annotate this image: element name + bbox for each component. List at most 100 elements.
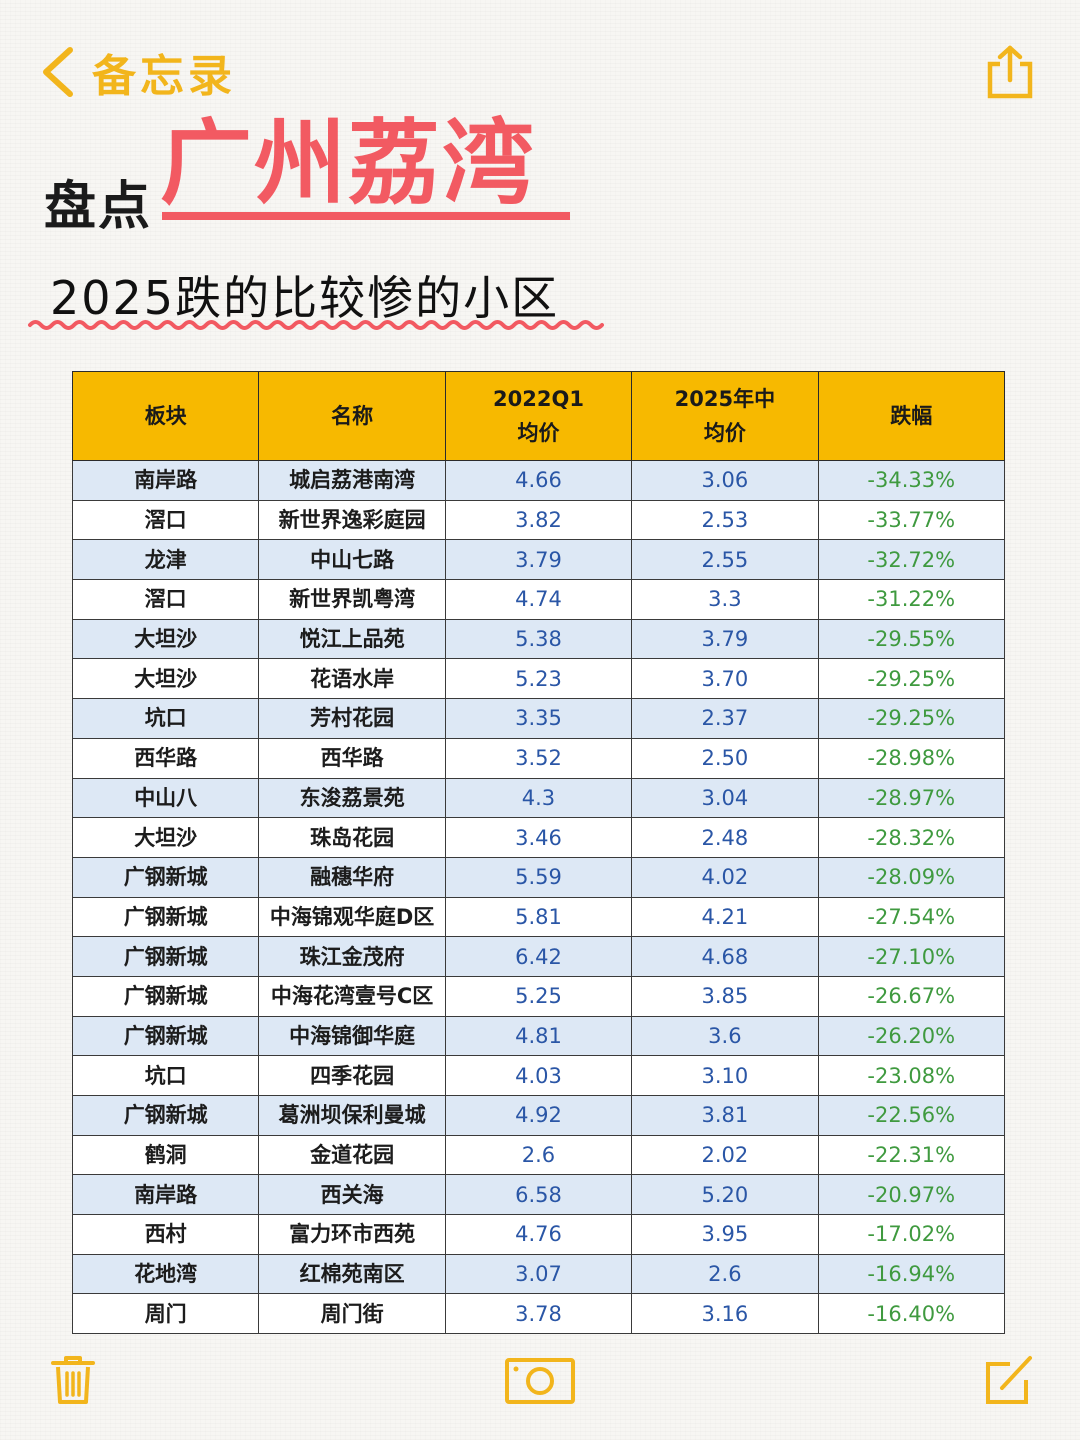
table-row: 滘口 新世界逸彩庭园 3.82 2.53 -33.77% — [71, 499, 1005, 541]
header-name: 名称 — [258, 371, 446, 461]
back-button[interactable]: 备忘录 — [36, 40, 236, 104]
cell-sector: 周门 — [71, 1293, 260, 1335]
compose-icon[interactable] — [984, 1352, 1034, 1406]
cell-name: 周门街 — [258, 1293, 446, 1335]
cell-change: -22.31% — [817, 1134, 1005, 1176]
cell-price-2025mid: 2.53 — [631, 499, 819, 541]
title-underline — [162, 212, 570, 220]
cell-change: -32.72% — [817, 539, 1005, 581]
table-row: 广钢新城 中海花湾壹号C区 5.25 3.85 -26.67% — [71, 975, 1005, 1017]
cell-change: -27.10% — [817, 936, 1005, 977]
cell-sector: 广钢新城 — [71, 975, 260, 1017]
cell-name: 富力环市西苑 — [258, 1214, 446, 1255]
table-row: 南岸路 城启荔港南湾 4.66 3.06 -34.33% — [71, 460, 1005, 501]
cell-change: -33.77% — [817, 499, 1005, 541]
cell-sector: 大坦沙 — [71, 618, 260, 660]
cell-change: -26.20% — [817, 1015, 1005, 1057]
cell-sector: 中山八 — [71, 777, 260, 819]
cell-price-2025mid: 2.50 — [631, 737, 819, 779]
cell-change: -29.25% — [817, 658, 1005, 700]
share-icon[interactable] — [984, 44, 1036, 100]
wavy-underline — [28, 320, 604, 330]
cell-name: 珠岛花园 — [258, 817, 446, 858]
cell-sector: 南岸路 — [71, 460, 260, 501]
cell-change: -26.67% — [817, 975, 1005, 1017]
cell-name: 花语水岸 — [258, 658, 446, 700]
cell-price-2022q1: 4.03 — [444, 1055, 633, 1096]
table-row: 大坦沙 花语水岸 5.23 3.70 -29.25% — [71, 658, 1005, 700]
camera-icon[interactable] — [504, 1354, 576, 1406]
cell-price-2025mid: 3.95 — [631, 1214, 819, 1255]
table-row: 西华路 西华路 3.52 2.50 -28.98% — [71, 737, 1005, 779]
title-prefix: 盘点 — [44, 177, 153, 237]
table-row: 周门 周门街 3.78 3.16 -16.40% — [71, 1293, 1005, 1335]
price-drop-table: 板块 名称 2022Q1 均价 2025年中 均价 跌幅 南岸路 城启荔港南湾 4.66… — [71, 371, 1005, 1335]
table-row: 大坦沙 珠岛花园 3.46 2.48 -28.32% — [71, 817, 1005, 858]
cell-price-2025mid: 3.3 — [631, 579, 819, 620]
cell-name: 芳村花园 — [258, 698, 446, 739]
cell-change: -23.08% — [817, 1055, 1005, 1096]
cell-price-2022q1: 4.66 — [444, 460, 633, 501]
cell-sector: 南岸路 — [71, 1174, 260, 1216]
table-row: 广钢新城 中海锦观华庭D区 5.81 4.21 -27.54% — [71, 896, 1005, 938]
cell-change: -29.55% — [817, 618, 1005, 660]
cell-price-2022q1: 2.6 — [444, 1134, 633, 1176]
cell-name: 西华路 — [258, 737, 446, 779]
cell-price-2025mid: 3.16 — [631, 1293, 819, 1335]
cell-name: 西关海 — [258, 1174, 446, 1216]
cell-price-2022q1: 3.52 — [444, 737, 633, 779]
trash-icon[interactable] — [50, 1354, 96, 1406]
cell-price-2025mid: 3.85 — [631, 975, 819, 1017]
cell-name: 城启荔港南湾 — [258, 460, 446, 501]
cell-price-2022q1: 5.25 — [444, 975, 633, 1017]
cell-price-2022q1: 6.58 — [444, 1174, 633, 1216]
cell-name: 中山七路 — [258, 539, 446, 581]
chevron-left-icon — [43, 47, 73, 97]
cell-price-2022q1: 4.3 — [444, 777, 633, 819]
cell-price-2022q1: 3.82 — [444, 499, 633, 541]
cell-name: 悦江上品苑 — [258, 618, 446, 660]
cell-name: 中海锦观华庭D区 — [258, 896, 446, 938]
cell-change: -28.32% — [817, 817, 1005, 858]
cell-sector: 西华路 — [71, 737, 260, 779]
cell-sector: 广钢新城 — [71, 896, 260, 938]
top-navigation-bar: 备忘录 — [0, 0, 1080, 140]
cell-price-2022q1: 5.59 — [444, 856, 633, 898]
table-row: 龙津 中山七路 3.79 2.55 -32.72% — [71, 539, 1005, 581]
table-row: 滘口 新世界凯粤湾 4.74 3.3 -31.22% — [71, 579, 1005, 620]
table-row: 花地湾 红棉苑南区 3.07 2.6 -16.94% — [71, 1253, 1005, 1295]
cell-sector: 龙津 — [71, 539, 260, 581]
cell-price-2025mid: 2.02 — [631, 1134, 819, 1176]
cell-price-2025mid: 2.37 — [631, 698, 819, 739]
cell-sector: 西村 — [71, 1214, 260, 1255]
cell-price-2022q1: 3.07 — [444, 1253, 633, 1295]
header-sector: 板块 — [71, 371, 260, 461]
cell-price-2022q1: 4.76 — [444, 1214, 633, 1255]
data-table: 板块 名称 2022Q1 均价 2025年中 均价 跌幅 南岸路 城启荔港南湾 4.66… — [71, 371, 1005, 1335]
cell-sector: 坑口 — [71, 698, 260, 739]
cell-price-2025mid: 3.6 — [631, 1015, 819, 1057]
cell-name: 珠江金茂府 — [258, 936, 446, 977]
table-row: 中山八 东浚荔景苑 4.3 3.04 -28.97% — [71, 777, 1005, 819]
header-change: 跌幅 — [817, 371, 1005, 461]
note-subtitle: 2025跌的比较惨的小区 — [50, 271, 560, 325]
cell-sector: 大坦沙 — [71, 817, 260, 858]
header-price-2022q1: 2022Q1 均价 — [444, 371, 633, 461]
cell-name: 四季花园 — [258, 1055, 446, 1096]
table-row: 西村 富力环市西苑 4.76 3.95 -17.02% — [71, 1214, 1005, 1255]
table-row: 广钢新城 珠江金茂府 6.42 4.68 -27.10% — [71, 936, 1005, 977]
cell-sector: 广钢新城 — [71, 1015, 260, 1057]
cell-sector: 广钢新城 — [71, 856, 260, 898]
cell-sector: 滘口 — [71, 499, 260, 541]
cell-price-2025mid: 4.21 — [631, 896, 819, 938]
cell-change: -16.94% — [817, 1253, 1005, 1295]
title-highlight: 广州荔湾 — [160, 110, 537, 217]
cell-change: -27.54% — [817, 896, 1005, 938]
cell-price-2025mid: 3.79 — [631, 618, 819, 660]
cell-price-2025mid: 3.10 — [631, 1055, 819, 1096]
cell-change: -28.09% — [817, 856, 1005, 898]
cell-price-2022q1: 3.35 — [444, 698, 633, 739]
cell-sector: 广钢新城 — [71, 1095, 260, 1136]
cell-price-2025mid: 4.02 — [631, 856, 819, 898]
cell-price-2022q1: 4.81 — [444, 1015, 633, 1057]
